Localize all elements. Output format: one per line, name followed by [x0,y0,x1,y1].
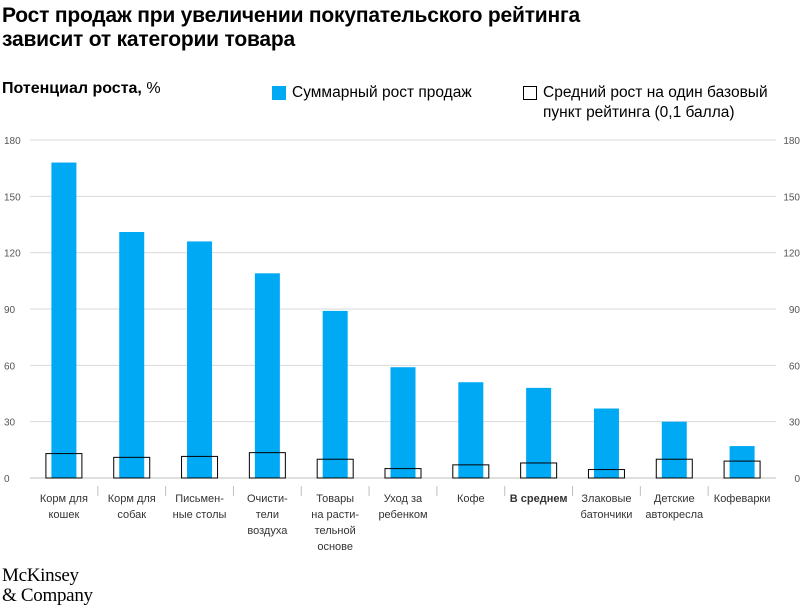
x-category-label: Корм для [40,493,88,505]
bar-total [119,232,145,478]
x-category-label: ные столы [173,509,227,521]
y-tick-label-right: 30 [789,418,801,429]
bar-total [187,241,213,478]
x-category-label: на расти- [311,509,359,521]
x-category-label: В среднем [510,493,568,505]
x-category-label: основе [317,541,353,553]
y-tick-label-left: 180 [4,136,21,147]
x-category-label: тельной [315,525,356,537]
bar-chart: 0 0 30 30 60 60 90 90 120 120 150 150 180 180 Корм для… [4,136,801,553]
y-axis-unit: % [146,80,161,97]
bar-average [316,458,354,479]
bar-average [587,469,625,479]
y-tick-label-right: 60 [789,361,801,372]
bar-total [322,310,348,478]
y-tick-label-left: 120 [4,249,21,260]
mckinsey-logo: McKinsey & Company [2,566,93,606]
chart-title: Рост продаж при увеличении покупательско… [2,4,581,51]
bar-total [51,162,77,478]
y-tick-label-right: 90 [789,305,801,316]
bar-average [520,462,558,479]
y-tick-label-left: 60 [4,361,16,372]
y-tick-label-left: 90 [4,305,16,316]
x-category-label: кошек [49,509,80,521]
bar-total [254,273,280,478]
bar-total [526,387,552,478]
y-axis-label-text: Потенциал роста, [2,80,142,97]
logo-line-2: & Company [2,585,93,606]
y-tick-label-right: 0 [794,474,800,485]
x-category-label: автокресла [645,509,704,521]
bar-total [458,382,484,478]
y-tick-label-right: 150 [783,192,800,203]
y-tick-label-right: 180 [783,136,800,147]
legend-swatch-total [272,86,286,100]
x-category-label: Очисти- [247,493,288,505]
bar-total [593,408,619,478]
bar-average [452,464,490,479]
y-axis-label: Потенциал роста, % [2,80,161,98]
bar-average [723,460,761,479]
bar-average [655,458,693,479]
bar-average [248,452,286,479]
y-tick-label-right: 120 [783,249,800,260]
logo-line-1: McKinsey [2,565,79,586]
legend-swatch-average [523,86,537,100]
bar-average [45,453,83,479]
x-category-label: Письмен- [175,493,224,505]
y-tick-label-left: 30 [4,418,16,429]
x-category-label: ребенком [378,509,427,521]
bar-total [390,367,416,478]
x-category-label: Злаковые [581,493,631,505]
y-tick-label-left: 0 [4,474,10,485]
bar-average [113,456,151,479]
x-category-label: батончики [581,509,633,521]
bar-average [384,468,422,479]
x-category-label: Детские [654,493,695,505]
x-category-label: Уход за [384,493,423,505]
x-category-label: Корм для [108,493,156,505]
x-category-label: воздуха [247,525,288,537]
x-category-label: Кофе [457,493,485,505]
bar-total [729,446,755,478]
bar-total [661,421,687,478]
legend-label-average: Средний рост на один базовый пункт рейти… [543,84,768,121]
bar-average [181,455,219,479]
legend-label-total: Суммарный рост продаж [292,84,472,101]
x-category-label: собак [117,509,146,521]
x-category-label: Кофеварки [714,493,771,505]
y-tick-label-left: 150 [4,192,21,203]
x-category-label: тели [256,509,279,521]
x-category-label: Товары [316,493,354,505]
